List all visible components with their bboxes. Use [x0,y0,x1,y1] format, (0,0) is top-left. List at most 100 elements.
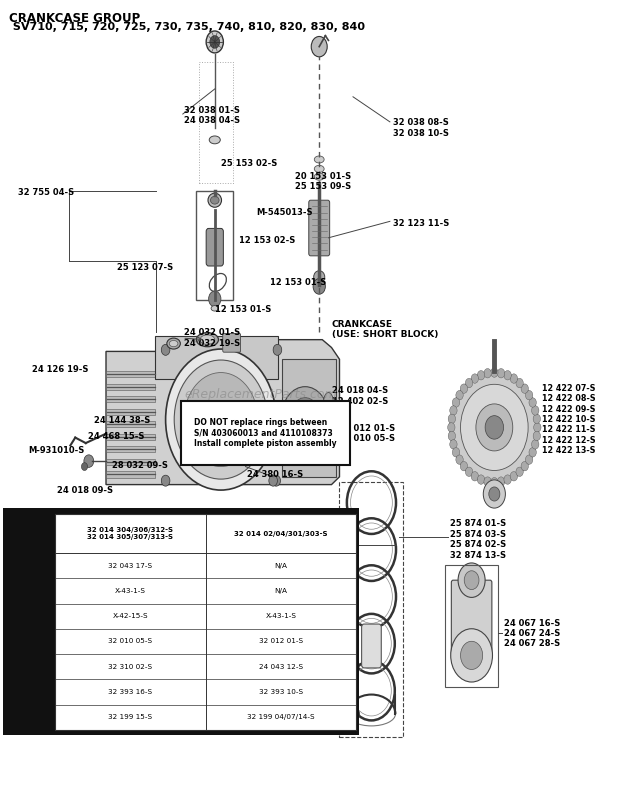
FancyBboxPatch shape [106,434,155,440]
Circle shape [533,432,541,441]
Circle shape [484,477,491,486]
Circle shape [450,406,457,415]
Ellipse shape [169,340,178,346]
Polygon shape [106,339,340,484]
Text: 24 468 15-S: 24 468 15-S [87,432,144,440]
Text: M-931010-S: M-931010-S [29,447,85,455]
Circle shape [448,432,456,441]
Circle shape [516,467,523,477]
Circle shape [313,279,326,294]
Circle shape [531,406,539,415]
Text: N/A: N/A [274,588,287,594]
Circle shape [450,439,457,449]
Bar [55,514,356,730]
Text: X-42-15-S: X-42-15-S [112,613,148,619]
Circle shape [210,36,219,48]
Circle shape [504,371,511,380]
Circle shape [460,462,467,471]
Circle shape [208,291,221,307]
FancyBboxPatch shape [106,396,155,402]
Ellipse shape [209,136,220,144]
Text: 32 755 04-S: 32 755 04-S [18,188,74,197]
Circle shape [531,439,539,449]
Circle shape [84,454,94,467]
Circle shape [174,360,268,479]
Text: 32 012 01-S
32 010 05-S: 32 012 01-S 32 010 05-S [340,424,396,443]
Circle shape [510,472,518,481]
Circle shape [490,477,498,487]
Ellipse shape [324,393,334,412]
FancyBboxPatch shape [282,359,337,477]
Text: 25 153 02-S: 25 153 02-S [221,159,277,168]
Circle shape [464,570,479,589]
Text: 24 018 09-S: 24 018 09-S [57,485,113,495]
FancyBboxPatch shape [155,336,278,379]
Circle shape [453,447,459,457]
Text: 12 153 01-S: 12 153 01-S [215,305,271,313]
FancyBboxPatch shape [361,624,381,668]
Circle shape [477,371,485,380]
Circle shape [451,629,492,682]
Text: 32 123 11-S: 32 123 11-S [393,219,449,228]
Circle shape [184,372,258,466]
FancyBboxPatch shape [181,401,350,465]
Text: DO NOT replace rings between
S/N 403060013 and 4110108373
Install complete pisto: DO NOT replace rings between S/N 4030600… [194,418,337,448]
Ellipse shape [314,166,324,172]
FancyBboxPatch shape [106,421,155,428]
Text: 32 393 10-S: 32 393 10-S [259,689,303,695]
Circle shape [273,344,281,355]
Text: 20 153 01-S
25 153 09-S: 20 153 01-S 25 153 09-S [294,172,351,191]
Circle shape [490,368,498,377]
Circle shape [525,391,533,400]
Ellipse shape [197,333,218,346]
Text: 32 010 05-S: 32 010 05-S [108,638,153,645]
Circle shape [521,384,528,394]
FancyBboxPatch shape [106,409,155,415]
Circle shape [521,462,528,471]
Circle shape [476,404,513,451]
FancyBboxPatch shape [223,334,241,352]
Circle shape [483,480,505,508]
Text: 24 032 01-S
24 032 19-S: 24 032 01-S 24 032 19-S [184,328,240,348]
FancyBboxPatch shape [106,458,155,465]
Ellipse shape [314,173,324,180]
Circle shape [461,641,482,670]
Text: 32 012 01-S: 32 012 01-S [259,638,303,645]
Circle shape [448,423,455,432]
Circle shape [497,477,505,486]
Circle shape [206,31,223,53]
Circle shape [450,371,539,484]
Circle shape [456,391,463,400]
Circle shape [510,374,518,383]
Text: 24 126 19-S: 24 126 19-S [32,365,89,374]
Text: 32 043 17-S: 32 043 17-S [108,563,153,569]
Text: X-43-1-S: X-43-1-S [265,613,296,619]
Circle shape [161,475,170,486]
Circle shape [352,709,360,719]
FancyBboxPatch shape [106,383,155,390]
Text: CRANKCASE
(USE: SHORT BLOCK): CRANKCASE (USE: SHORT BLOCK) [332,320,438,339]
Circle shape [290,398,320,436]
FancyBboxPatch shape [206,228,223,266]
Text: N/A: N/A [274,563,287,569]
Text: 24 043 12-S: 24 043 12-S [259,664,303,670]
Circle shape [448,414,456,424]
Text: 24 018 04-S
12 402 02-S: 24 018 04-S 12 402 02-S [332,387,388,406]
Circle shape [485,416,503,439]
Ellipse shape [210,196,219,204]
Circle shape [161,344,170,355]
Text: X-43-1-S: X-43-1-S [115,588,146,594]
Circle shape [516,379,523,387]
Text: 25 874 01-S
25 874 03-S
25 874 02-S
32 874 13-S: 25 874 01-S 25 874 03-S 25 874 02-S 32 8… [450,519,506,559]
Circle shape [272,475,280,486]
Text: eReplacementParts.com: eReplacementParts.com [185,388,337,401]
FancyBboxPatch shape [106,447,155,452]
Circle shape [477,475,485,484]
Ellipse shape [200,335,215,344]
Text: 32 038 08-S
32 038 10-S: 32 038 08-S 32 038 10-S [393,118,449,138]
FancyBboxPatch shape [309,200,330,256]
Circle shape [456,455,463,465]
Ellipse shape [314,271,325,283]
Circle shape [484,368,491,378]
Ellipse shape [314,156,324,163]
